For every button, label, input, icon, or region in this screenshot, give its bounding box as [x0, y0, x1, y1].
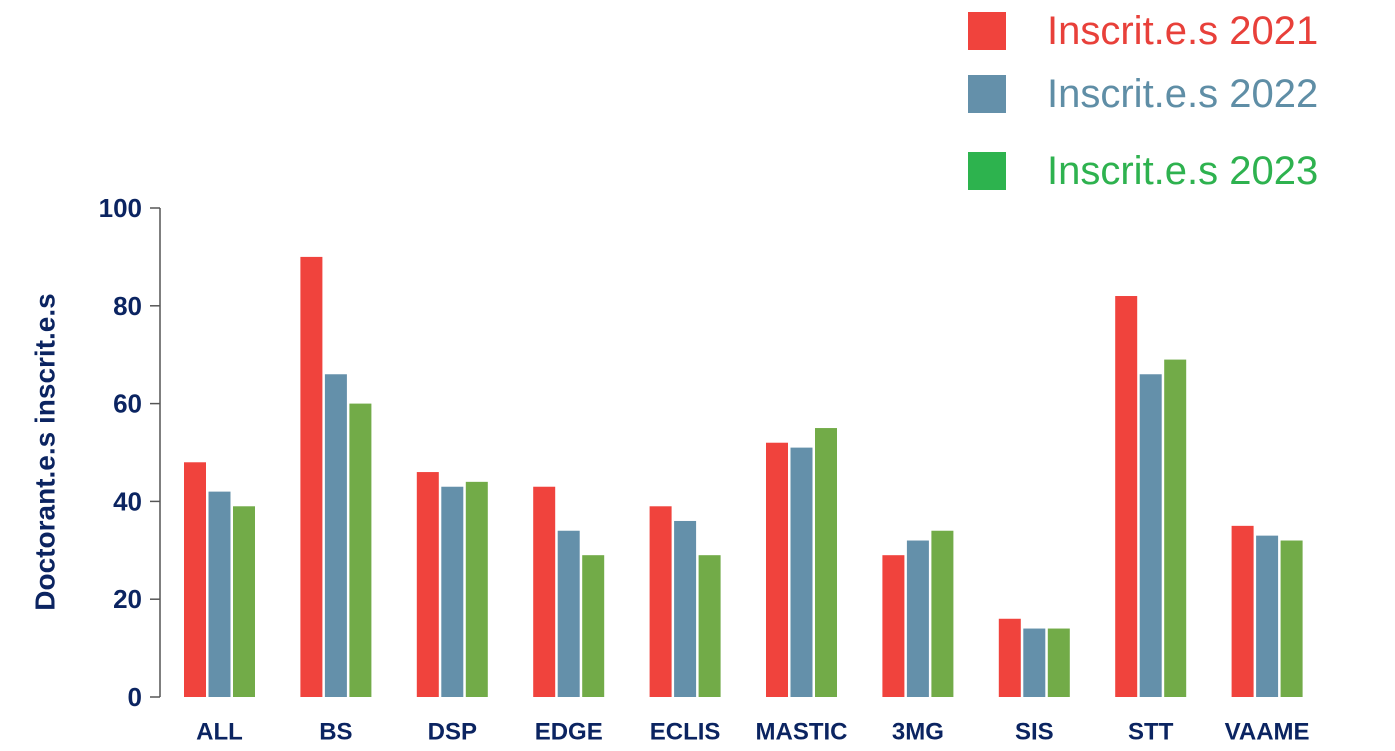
bar-dsp-series-2	[441, 486, 464, 697]
bar-sis-series-3	[1047, 628, 1070, 697]
legend-swatch	[968, 152, 1006, 190]
y-tick-label: 40	[113, 486, 142, 516]
x-category-label: ECLIS	[650, 719, 721, 746]
bar-eclis-series-1	[649, 506, 672, 697]
legend-label: Inscrit.e.s 2022	[1047, 72, 1318, 116]
y-axis: 0 20 40 60 80 100	[99, 193, 161, 712]
bar-dsp-series-1	[416, 472, 439, 697]
bar-3mg-series-3	[931, 530, 954, 697]
x-category-label: MASTIC	[756, 719, 848, 746]
bar-stt-series-3	[1164, 359, 1187, 697]
bar-bs-series-1	[300, 256, 323, 697]
bar-mastic-series-2	[790, 447, 813, 697]
y-tick-label: 100	[99, 193, 142, 223]
x-category-label: ALL	[196, 719, 243, 746]
x-axis-labels: ALL BS DSP EDGE ECLIS MASTIC 3MG SIS STT VAAME	[196, 719, 1309, 746]
bar-vaame-series-3	[1280, 540, 1303, 697]
bar-all-series-2	[208, 491, 231, 697]
bar-bs-series-2	[324, 374, 347, 697]
bar-dsp-series-3	[465, 481, 488, 697]
bar-mastic-series-1	[766, 442, 788, 697]
x-category-label: 3MG	[892, 719, 944, 746]
x-category-label: EDGE	[535, 719, 603, 746]
bar-sis-series-1	[998, 618, 1021, 697]
bar-eclis-series-3	[698, 555, 721, 697]
x-category-label: SIS	[1015, 719, 1054, 746]
legend-label: Inscrit.e.s 2021	[1047, 9, 1318, 53]
bar-mastic-series-3	[815, 428, 837, 697]
x-category-label: VAAME	[1225, 719, 1310, 746]
x-category-label: DSP	[428, 719, 477, 746]
legend-label: Inscrit.e.s 2023	[1047, 149, 1318, 193]
bar-edge-series-2	[557, 530, 580, 697]
legend: Inscrit.e.s 2021 Inscrit.e.s 2022 Inscrit.…	[968, 9, 1318, 193]
y-tick-label: 20	[113, 584, 142, 614]
bar-all-series-1	[184, 462, 206, 697]
bar-3mg-series-2	[906, 540, 929, 697]
bar-stt-series-2	[1139, 374, 1162, 697]
x-category-label: BS	[319, 719, 352, 746]
legend-swatch	[968, 75, 1006, 113]
bar-vaame-series-1	[1231, 525, 1254, 697]
y-tick-label: 80	[113, 291, 142, 321]
y-tick-label: 0	[128, 682, 142, 712]
bar-vaame-series-2	[1256, 535, 1279, 697]
bar-stt-series-1	[1115, 296, 1138, 697]
bars	[184, 256, 1303, 697]
bar-bs-series-3	[349, 403, 372, 697]
bar-edge-series-1	[533, 486, 556, 697]
y-tick-label: 60	[113, 389, 142, 419]
bar-eclis-series-2	[674, 520, 697, 697]
bar-3mg-series-1	[882, 555, 905, 697]
y-axis-title: Doctorant.e.s inscrit.e.s	[29, 293, 60, 610]
x-category-label: STT	[1128, 719, 1174, 746]
bar-sis-series-2	[1023, 628, 1046, 697]
legend-swatch	[968, 12, 1006, 50]
bar-all-series-3	[233, 506, 255, 697]
bar-edge-series-3	[582, 555, 605, 697]
